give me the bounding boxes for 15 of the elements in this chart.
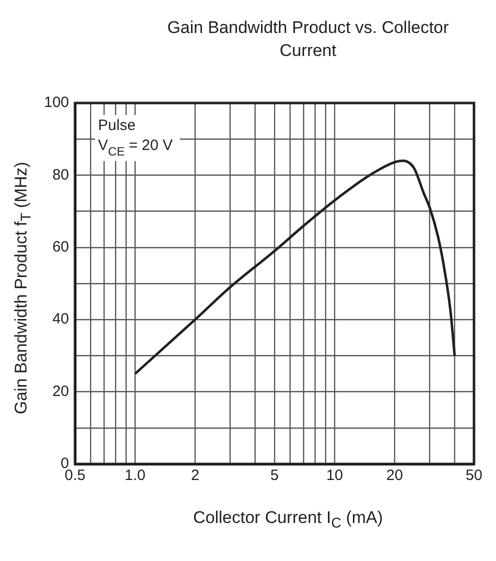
y-tick-label: 80: [52, 166, 70, 184]
y-tick-label: 20: [52, 382, 70, 400]
y-tick-label: 60: [52, 238, 70, 256]
x-tick-label: 0.5: [64, 467, 86, 484]
x-tick-label: 10: [326, 467, 343, 484]
x-axis-title: Collector Current I$_{C}$ (mA): [192, 508, 384, 532]
x-tick-label: 5: [270, 467, 279, 484]
x-tick-label: 20: [386, 467, 403, 484]
x-tick-label: 1.0: [124, 467, 146, 484]
annotation: Pulse: [98, 117, 136, 134]
x-tick-label: 50: [466, 467, 482, 484]
x-tick-label: 2: [190, 467, 200, 484]
y-tick-label: 40: [52, 310, 70, 328]
y-tick-label: 100: [44, 94, 70, 112]
chart-title: Gain Bandwidth Product vs. Collector Current: [166, 17, 450, 62]
